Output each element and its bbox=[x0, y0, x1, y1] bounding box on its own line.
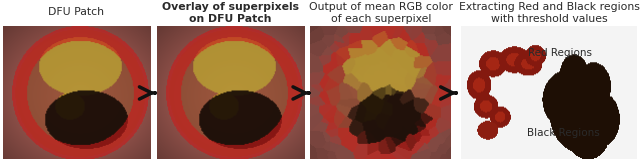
Text: Black Regions: Black Regions bbox=[527, 128, 600, 138]
Text: Red Regions: Red Regions bbox=[528, 48, 592, 58]
Text: Overlay of superpixels
on DFU Patch: Overlay of superpixels on DFU Patch bbox=[162, 2, 299, 24]
Text: DFU Patch: DFU Patch bbox=[47, 7, 104, 17]
Text: Output of mean RGB color
of each superpixel: Output of mean RGB color of each superpi… bbox=[309, 2, 452, 24]
Text: Extracting Red and Black regions
with threshold values: Extracting Red and Black regions with th… bbox=[459, 2, 639, 24]
